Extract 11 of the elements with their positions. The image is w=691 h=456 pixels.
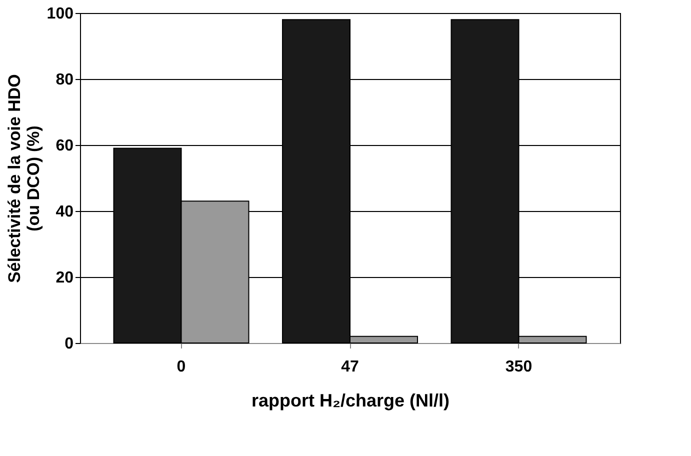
y-tick-label: 20 — [56, 270, 74, 286]
x-tick-label: 350 — [505, 358, 532, 376]
y-tick-label: 100 — [46, 6, 74, 22]
x-tick-label: 47 — [341, 358, 359, 376]
y-tick-label: 80 — [56, 72, 74, 88]
y-axis-title: Sélectivité de la voie HDO (ou DCO) (%) — [4, 74, 43, 283]
y-tick-label: 60 — [56, 138, 74, 154]
x-axis-title: rapport H₂/charge (Nl/l) — [251, 390, 450, 410]
y-tick-label: 0 — [64, 336, 74, 352]
y-tick-label: 40 — [56, 204, 74, 220]
x-tick-label: 0 — [176, 358, 186, 376]
